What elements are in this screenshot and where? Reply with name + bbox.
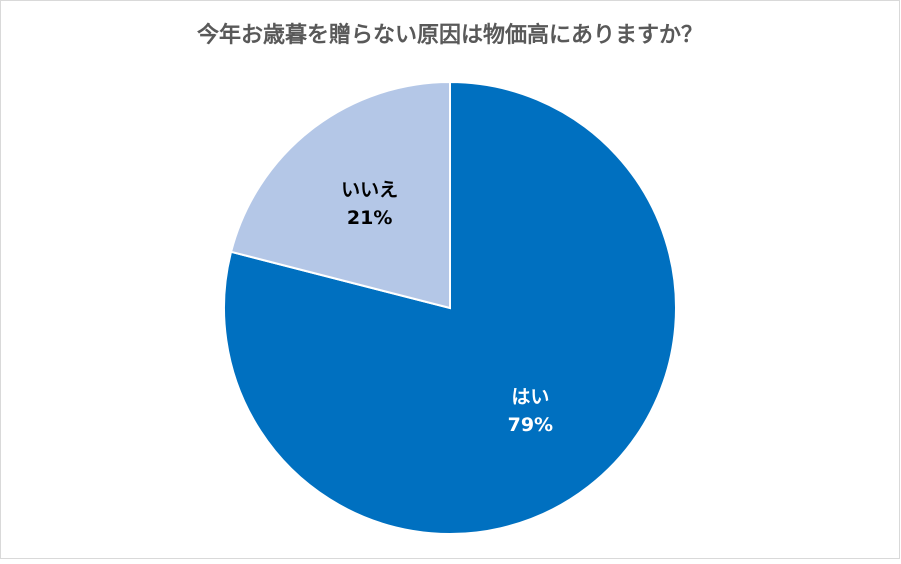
slice-category-label: いいえ (341, 179, 398, 201)
slice-value-label: 21% (347, 207, 392, 229)
slice-value-label: 79% (508, 414, 553, 436)
slice-category-label: はい (511, 386, 549, 408)
pie-slice (229, 80, 451, 310)
chart-title: 今年お歳暮を贈らない原因は物価高にありますか？ (197, 22, 703, 48)
